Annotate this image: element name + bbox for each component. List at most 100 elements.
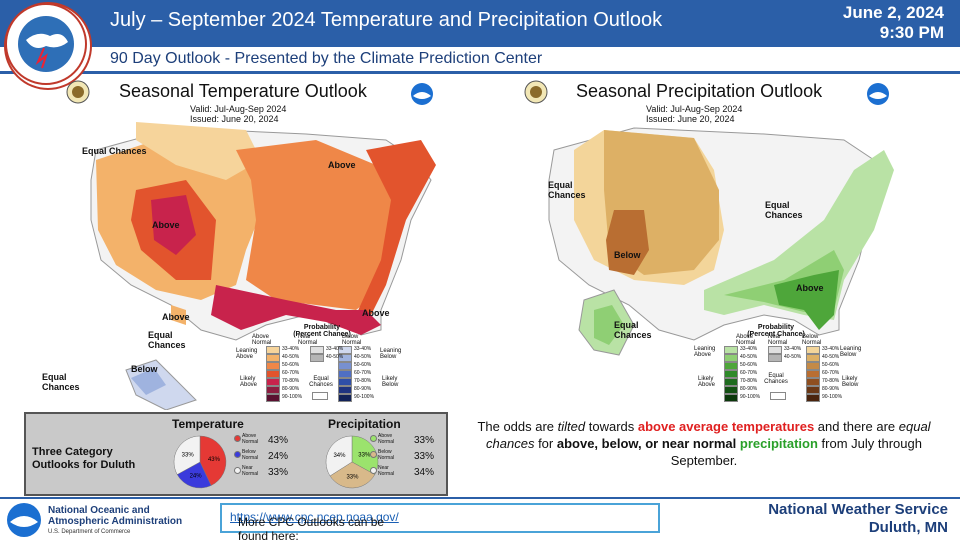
pie-slice-label: 24% <box>190 474 203 480</box>
pie-slice-label: 34% <box>333 453 346 459</box>
noaa-logo-icon <box>867 83 889 105</box>
summary-above-temps: above average temperatures <box>637 419 815 434</box>
outlook-summary: The odds are tilted towards above averag… <box>463 418 945 469</box>
legend-swatch <box>806 394 820 402</box>
legend-swatch <box>266 354 280 362</box>
pie-legend-row: Below Normal 24% <box>234 448 314 464</box>
legend-bin-label: 70-80% <box>822 378 840 384</box>
precip-legend-title: Probability (Percent Chance) <box>747 324 805 338</box>
legend-swatch <box>266 346 280 354</box>
legend-bin-label: 70-80% <box>282 378 300 384</box>
pie-slice-label: 33% <box>358 453 371 459</box>
legend-bin-label: 80-90% <box>354 386 372 392</box>
header-time: 9:30 PM <box>879 23 944 42</box>
legend-swatch <box>724 378 738 386</box>
legend-swatch <box>768 346 782 354</box>
pie-legend-row: Near Normal 33% <box>234 464 314 480</box>
legend-swatch <box>724 362 738 370</box>
legend-bin-label: 40-50% <box>740 354 758 360</box>
pie-slice-label: 33% <box>182 453 195 459</box>
legend-swatch <box>338 394 352 402</box>
precip-legend-leaning-below: Leaning Below <box>840 346 862 358</box>
summary-tilted: tilted <box>557 419 586 434</box>
summary-text: towards <box>585 419 638 434</box>
legend-bin-label: 40-50% <box>354 354 372 360</box>
duluth-label: Three Category Outlooks for Duluth <box>32 446 136 471</box>
duluth-temp-pie: 43% 24% 33% <box>173 435 227 489</box>
temp-legend-likely-above: Likely Above <box>240 376 258 388</box>
noaa-logo-icon <box>411 83 433 105</box>
pie-legend-row: Near Normal 34% <box>370 464 440 480</box>
legend-swatch <box>266 362 280 370</box>
legend-bin-label: 50-60% <box>282 362 300 368</box>
noaa-seal-icon <box>524 80 548 104</box>
temp-label-above-4: Above <box>362 308 390 318</box>
summary-precip: precipitation <box>739 436 818 451</box>
temp-legend-likely-below: Likely Below <box>382 376 399 388</box>
legend-swatch <box>724 386 738 394</box>
page-title: July – September 2024 Temperature and Pr… <box>110 9 663 31</box>
legend-bin-label: 80-90% <box>740 386 758 392</box>
summary-text: for <box>534 436 557 451</box>
legend-swatch <box>806 386 820 394</box>
legend-bin-label: 60-70% <box>282 370 300 376</box>
temp-label-above-2: Above <box>152 220 180 230</box>
temp-label-above-3: Above <box>162 312 190 322</box>
legend-value: 33% <box>414 435 435 446</box>
legend-dot <box>234 435 241 442</box>
legend-swatch <box>806 362 820 370</box>
noaa-line-3: U.S. Department of Commerce <box>48 529 131 535</box>
precip-map-graphic <box>548 127 894 356</box>
temp-label-equal-chances-1: Equal Chances <box>82 146 147 156</box>
legend-swatch <box>266 378 280 386</box>
noaa-name: National Oceanic and Atmospheric Adminis… <box>48 505 182 538</box>
summary-equal-chances: equal chances <box>486 419 931 451</box>
temp-legend-leaning-below: Leaning Below <box>380 348 402 360</box>
pie-slice <box>325 435 353 477</box>
noaa-line-2: Atmospheric Administration <box>48 516 183 527</box>
pie-legend-row: Above Normal 43% <box>234 432 314 448</box>
legend-value: 33% <box>268 467 289 478</box>
legend-bin-label: 40-50% <box>822 354 840 360</box>
legend-bin-label: 33-40% <box>784 346 802 352</box>
legend-swatch <box>806 370 820 378</box>
legend-swatch <box>310 354 324 362</box>
nws-office-name: National Weather Service <box>768 501 948 518</box>
legend-swatch <box>770 392 786 400</box>
legend-bin-label: 90-100% <box>282 394 303 400</box>
duluth-precip-pie: 33% 33% 34% <box>325 435 379 489</box>
legend-dot <box>370 451 377 458</box>
legend-dot <box>370 435 377 442</box>
legend-name: Below Normal <box>242 449 259 461</box>
legend-bin-label: 40-50% <box>326 354 344 360</box>
legend-dot <box>234 451 241 458</box>
precip-valid: Valid: Jul-Aug-Sep 2024 <box>646 104 743 114</box>
pie-slice <box>199 435 227 486</box>
temp-valid: Valid: Jul-Aug-Sep 2024 <box>190 104 287 114</box>
legend-swatch <box>724 394 738 402</box>
legend-swatch <box>724 370 738 378</box>
legend-dot <box>234 467 241 474</box>
subtitle-bar: 90 Day Outlook - Presented by the Climat… <box>0 47 960 74</box>
summary-text: The odds are <box>477 419 558 434</box>
legend-bin-label: 50-60% <box>354 362 372 368</box>
temp-map-graphic <box>90 122 436 410</box>
legend-swatch <box>338 386 352 394</box>
precip-map-title: Seasonal Precipitation Outlook <box>576 81 823 101</box>
legend-bin-label: 33-40% <box>354 346 372 352</box>
legend-name: Near Normal <box>378 465 395 477</box>
duluth-precip-title: Precipitation <box>328 417 401 431</box>
legend-swatch <box>806 354 820 362</box>
legend-bin-label: 70-80% <box>740 378 758 384</box>
noaa-logo-icon <box>7 503 41 537</box>
legend-bin-label: 60-70% <box>740 370 758 376</box>
precip-legend-col-below: Below Normal <box>802 334 822 346</box>
legend-swatch <box>806 378 820 386</box>
legend-swatch <box>724 354 738 362</box>
legend-bin-label: 90-100% <box>822 394 843 400</box>
temp-map-title: Seasonal Temperature Outlook <box>119 81 367 101</box>
legend-name: Above Normal <box>378 433 395 445</box>
legend-bin-label: 70-80% <box>354 378 372 384</box>
nws-office: National Weather Service Duluth, MN <box>768 501 948 537</box>
cpc-link[interactable]: https://www.cpc.ncep.noaa.gov/ <box>230 510 399 524</box>
